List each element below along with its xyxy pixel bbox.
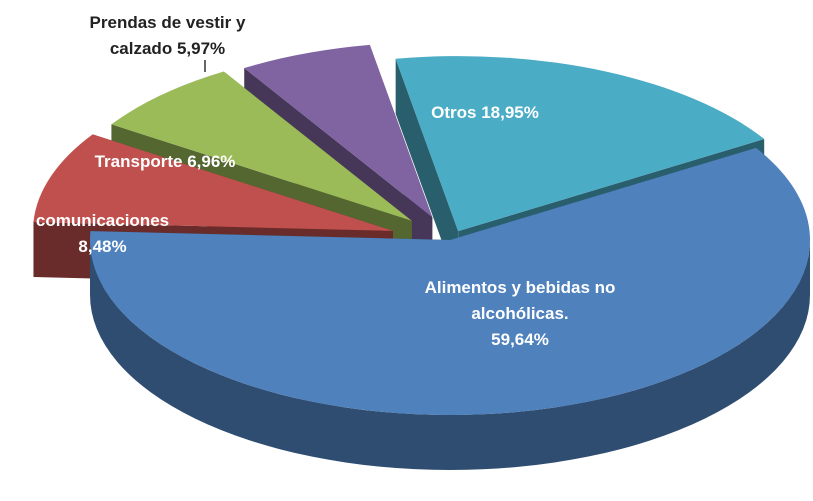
- value-label: 6,96%: [187, 152, 236, 171]
- slice-label: Prendas de vestir y calzado 5,97%: [70, 10, 265, 62]
- category-label: Alimentos y bebidas no alcohólicas.: [424, 278, 616, 323]
- value-label: 59,64%: [491, 330, 549, 349]
- slice-label: Otros 18,95%: [400, 100, 570, 126]
- slice: [395, 56, 765, 232]
- category-label: Otros: [431, 103, 477, 122]
- value-label: 8,48%: [78, 237, 127, 256]
- slice-label: comunicaciones 8,48%: [15, 208, 190, 260]
- category-label: comunicaciones: [35, 211, 170, 230]
- value-label: 18,95%: [481, 103, 539, 122]
- slice-wall: [90, 240, 810, 470]
- category-label: Prendas de vestir y calzado: [89, 13, 246, 58]
- slice-side: [395, 58, 459, 287]
- slice: [244, 44, 433, 218]
- slice: [111, 71, 412, 221]
- value-label: 5,97%: [176, 39, 226, 58]
- slice-label: Transporte 6,96%: [70, 149, 260, 175]
- category-label: Transporte: [94, 152, 183, 171]
- slice-label: Alimentos y bebidas no alcohólicas. 59,64…: [395, 275, 645, 353]
- slice: [33, 134, 393, 231]
- slice: [90, 147, 811, 415]
